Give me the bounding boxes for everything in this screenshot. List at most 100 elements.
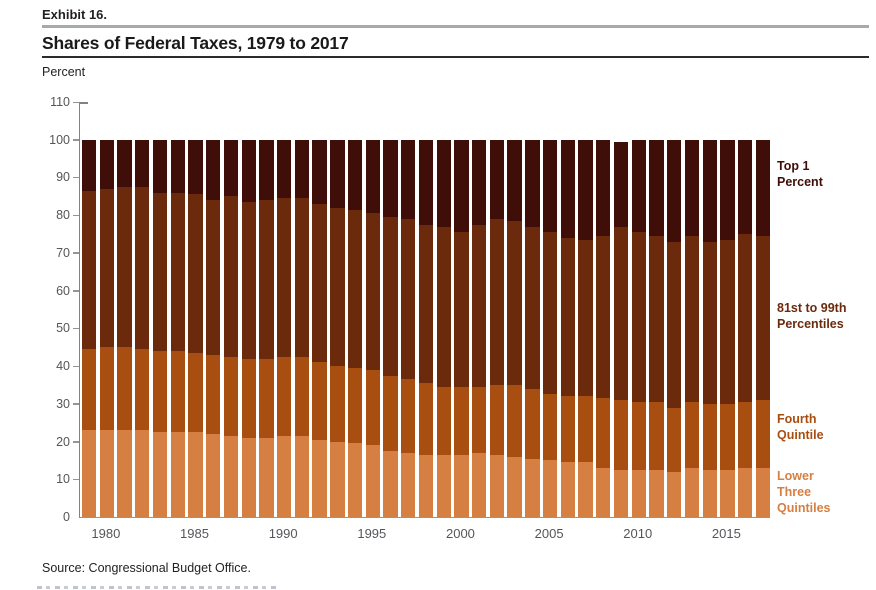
segment-top-1-percent [135, 139, 150, 187]
segment-81st-to-99th-percentiles [259, 200, 274, 359]
legend-line: Percent [777, 175, 823, 189]
segment-fourth-quintile [755, 400, 770, 468]
bar-1994 [347, 139, 363, 517]
segment-fourth-quintile [294, 356, 310, 436]
segment-top-1-percent [152, 139, 168, 193]
bar-2004 [525, 139, 540, 517]
y-tick-label-20: 20 [56, 434, 70, 449]
bar-1995 [365, 139, 380, 517]
segment-fourth-quintile [347, 367, 363, 444]
segment-fourth-quintile [259, 358, 274, 438]
segment-81st-to-99th-percentiles [613, 226, 629, 401]
divider-top [42, 25, 869, 28]
bar-1979 [82, 139, 97, 517]
segment-top-1-percent [117, 139, 132, 187]
segment-81st-to-99th-percentiles [560, 237, 575, 397]
segment-top-1-percent [206, 139, 221, 201]
segment-fourth-quintile [667, 407, 682, 472]
segment-lower-three-quintiles [82, 430, 97, 517]
x-tick-label-2005: 2005 [534, 526, 564, 541]
bar-2001 [472, 139, 487, 517]
segment-lower-three-quintiles [330, 441, 345, 517]
segment-lower-three-quintiles [259, 437, 274, 517]
segment-fourth-quintile [507, 384, 522, 457]
y-tick-90 [73, 176, 79, 179]
segment-lower-three-quintiles [454, 454, 469, 517]
segment-81st-to-99th-percentiles [401, 218, 416, 380]
segment-81st-to-99th-percentiles [472, 224, 487, 387]
segment-lower-three-quintiles [241, 437, 256, 517]
segment-top-1-percent [223, 139, 239, 197]
segment-fourth-quintile [542, 394, 558, 461]
segment-lower-three-quintiles [755, 467, 770, 517]
segment-top-1-percent [507, 139, 522, 221]
segment-lower-three-quintiles [206, 433, 221, 517]
segment-81st-to-99th-percentiles [418, 224, 434, 384]
segment-81st-to-99th-percentiles [135, 186, 150, 350]
segment-fourth-quintile [578, 396, 593, 463]
segment-81st-to-99th-percentiles [684, 235, 700, 402]
segment-fourth-quintile [472, 386, 487, 453]
segment-top-1-percent [737, 139, 753, 235]
segment-top-1-percent [82, 139, 97, 191]
bar-1992 [312, 139, 327, 517]
bar-2002 [489, 139, 505, 517]
y-tick-50 [73, 327, 79, 330]
segment-81st-to-99th-percentiles [82, 190, 97, 350]
segment-lower-three-quintiles [277, 435, 292, 517]
segment-top-1-percent [330, 139, 345, 208]
segment-top-1-percent [365, 139, 380, 214]
segment-fourth-quintile [489, 384, 505, 455]
bar-2017 [755, 139, 770, 517]
bar-1985 [188, 139, 203, 517]
bar-1981 [117, 139, 132, 517]
bar-1982 [135, 139, 150, 517]
segment-fourth-quintile [613, 400, 629, 470]
segment-top-1-percent [578, 139, 593, 240]
segment-lower-three-quintiles [720, 469, 735, 517]
segment-lower-three-quintiles [507, 456, 522, 517]
y-tick-label-90: 90 [56, 170, 70, 185]
segment-lower-three-quintiles [737, 467, 753, 517]
segment-fourth-quintile [454, 386, 469, 455]
segment-fourth-quintile [223, 356, 239, 436]
bar-1987 [223, 139, 239, 517]
segment-top-1-percent [241, 139, 256, 202]
y-tick-label-100: 100 [49, 132, 70, 147]
x-tick-label-1990: 1990 [268, 526, 298, 541]
segment-lower-three-quintiles [702, 469, 717, 517]
segment-lower-three-quintiles [560, 462, 575, 517]
segment-fourth-quintile [206, 354, 221, 434]
y-tick-40 [73, 365, 79, 368]
bar-1999 [436, 139, 451, 517]
bar-series-container [82, 102, 770, 517]
bar-2014 [702, 139, 717, 517]
segment-fourth-quintile [135, 349, 150, 431]
bar-2000 [454, 139, 469, 517]
segment-top-1-percent [472, 139, 487, 225]
segment-top-1-percent [649, 139, 664, 236]
bar-1980 [99, 139, 115, 517]
segment-lower-three-quintiles [542, 460, 558, 517]
legend-line: Fourth [777, 412, 817, 426]
segment-81st-to-99th-percentiles [631, 232, 646, 402]
bar-2007 [578, 139, 593, 517]
segment-top-1-percent [702, 139, 717, 242]
segment-fourth-quintile [312, 362, 327, 440]
page-title: Shares of Federal Taxes, 1979 to 2017 [42, 33, 349, 53]
segment-81st-to-99th-percentiles [702, 241, 717, 404]
bar-2015 [720, 139, 735, 517]
segment-81st-to-99th-percentiles [667, 241, 682, 408]
segment-81st-to-99th-percentiles [596, 235, 611, 399]
segment-81st-to-99th-percentiles [347, 209, 363, 368]
y-tick-label-0: 0 [63, 510, 70, 524]
segment-lower-three-quintiles [223, 435, 239, 517]
segment-top-1-percent [277, 139, 292, 199]
segment-top-1-percent [99, 139, 115, 189]
y-tick-label-60: 60 [56, 283, 70, 298]
bar-1997 [401, 139, 416, 517]
segment-81st-to-99th-percentiles [206, 200, 221, 355]
segment-fourth-quintile [720, 403, 735, 470]
segment-top-1-percent [613, 141, 629, 227]
segment-top-1-percent [401, 139, 416, 219]
